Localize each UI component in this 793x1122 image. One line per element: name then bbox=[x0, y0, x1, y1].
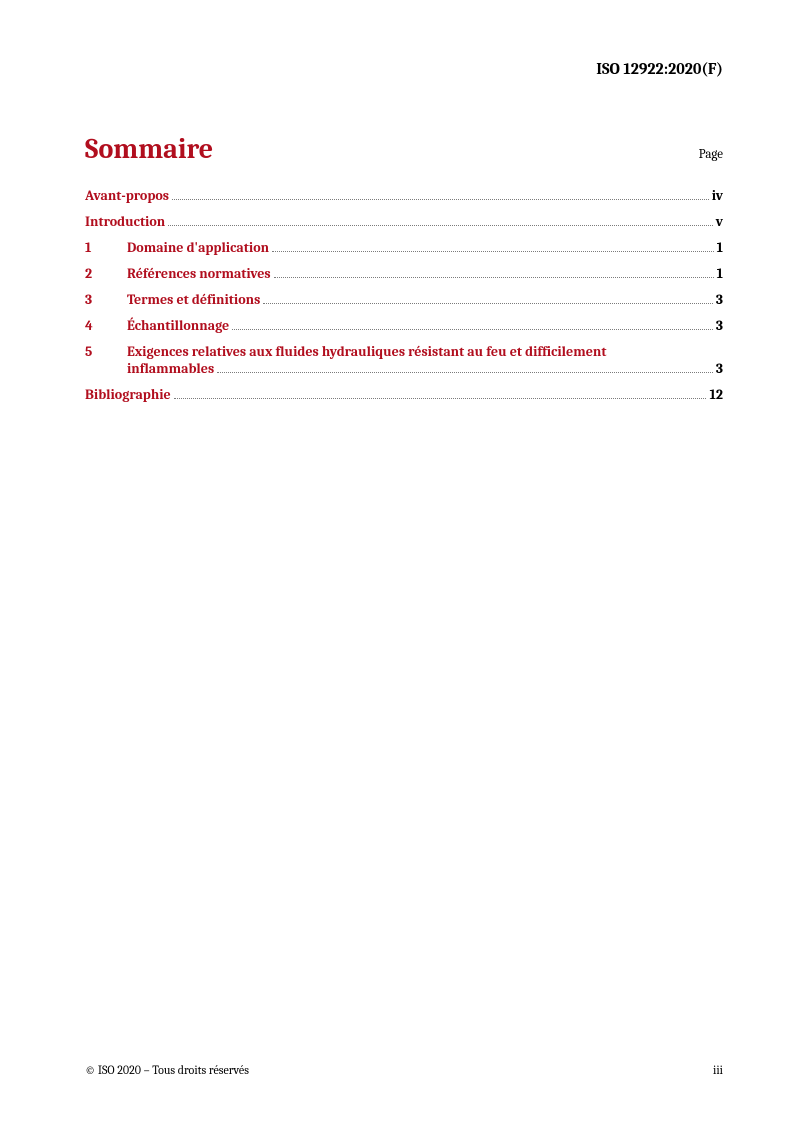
toc-leaders bbox=[168, 225, 712, 226]
toc-label-line2: inflammables bbox=[127, 360, 214, 377]
toc-page-number: v bbox=[716, 213, 723, 230]
toc-section-number: 2 bbox=[85, 265, 127, 282]
toc-page-number: 3 bbox=[716, 360, 723, 377]
toc-leaders bbox=[272, 251, 714, 252]
footer-page-number: iii bbox=[713, 1063, 723, 1077]
toc-label: Introduction bbox=[85, 213, 165, 230]
page-footer: © ISO 2020 – Tous droits réservés iii bbox=[85, 1063, 723, 1077]
toc-label: Bibliographie bbox=[85, 386, 171, 403]
toc-leaders bbox=[274, 277, 714, 278]
toc-section-number: 4 bbox=[85, 317, 127, 334]
toc-entry-section: 3 Termes et définitions 3 bbox=[85, 291, 723, 308]
toc-label-line1: Exigences relatives aux fluides hydrauli… bbox=[127, 343, 723, 360]
toc-entry-avant-propos: Avant-propos iv bbox=[85, 187, 723, 204]
toc-entry-section-multiline: 5 Exigences relatives aux fluides hydrau… bbox=[85, 343, 723, 377]
toc-label: Domaine d'application bbox=[127, 239, 269, 256]
toc-leaders bbox=[232, 329, 713, 330]
toc-entry-section: 4 Échantillonnage 3 bbox=[85, 317, 723, 334]
toc-entry-section: 1 Domaine d'application 1 bbox=[85, 239, 723, 256]
title-row: Sommaire Page bbox=[85, 133, 723, 165]
toc-title: Sommaire bbox=[85, 133, 213, 165]
toc-leaders bbox=[174, 398, 707, 399]
footer-copyright: © ISO 2020 – Tous droits réservés bbox=[85, 1063, 249, 1077]
page-column-label: Page bbox=[699, 147, 723, 162]
toc-page-number: 3 bbox=[716, 317, 723, 334]
toc-page-number: 12 bbox=[709, 386, 723, 403]
toc-section-number: 5 bbox=[85, 343, 127, 360]
toc-leaders bbox=[172, 199, 709, 200]
toc-entry-bibliographie: Bibliographie 12 bbox=[85, 386, 723, 403]
toc-page-number: iv bbox=[712, 187, 723, 204]
toc-label: Termes et définitions bbox=[127, 291, 260, 308]
toc-label: Avant-propos bbox=[85, 187, 169, 204]
toc-multiline-body: Exigences relatives aux fluides hydrauli… bbox=[127, 343, 723, 377]
toc-label: Références normatives bbox=[127, 265, 271, 282]
document-page: ISO 12922:2020(F) Sommaire Page Avant-pr… bbox=[0, 0, 793, 1122]
toc-section-number: 3 bbox=[85, 291, 127, 308]
toc-page-number: 1 bbox=[717, 239, 723, 256]
toc-entry-section: 2 Références normatives 1 bbox=[85, 265, 723, 282]
toc-section-number: 1 bbox=[85, 239, 127, 256]
toc-page-number: 3 bbox=[716, 291, 723, 308]
toc-entry-introduction: Introduction v bbox=[85, 213, 723, 230]
toc-label-lastline: inflammables 3 bbox=[127, 360, 723, 377]
header-standard-id: ISO 12922:2020(F) bbox=[85, 60, 723, 78]
toc-leaders bbox=[263, 303, 713, 304]
toc-leaders bbox=[217, 372, 713, 373]
toc-label: Échantillonnage bbox=[127, 317, 229, 334]
toc-page-number: 1 bbox=[717, 265, 723, 282]
